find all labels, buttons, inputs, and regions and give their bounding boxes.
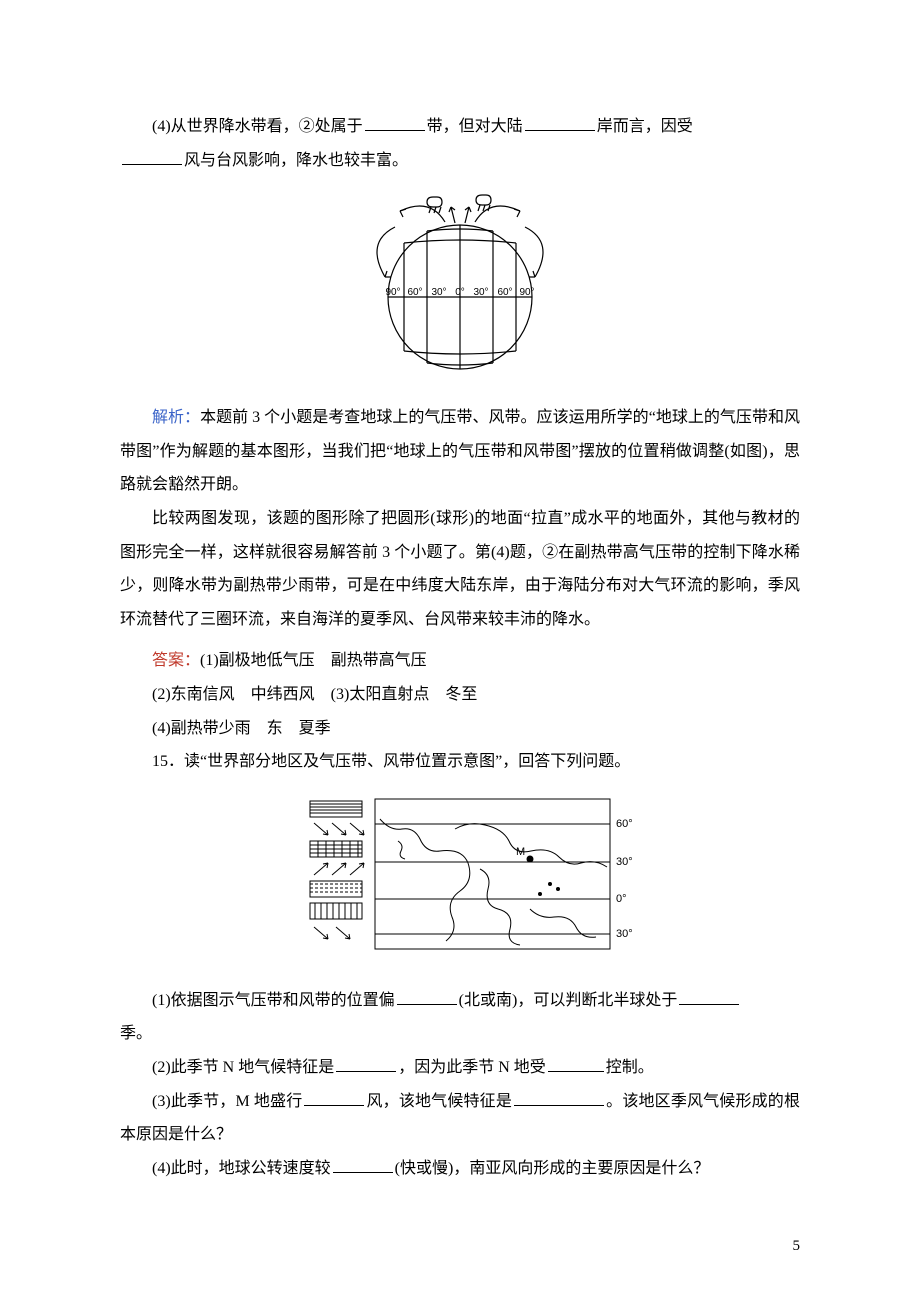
blank xyxy=(304,1089,364,1106)
tick-60e: 60° xyxy=(497,287,512,298)
marker-m-label: M xyxy=(516,846,525,858)
world-map-diagram: 60° 30° 0° 30° M xyxy=(280,789,640,964)
lat-0: 0° xyxy=(616,893,627,905)
lat-60: 60° xyxy=(616,818,633,830)
answer-line-2: (2)东南信风 中纬西风 (3)太阳直射点 冬至 xyxy=(120,678,800,712)
figure-globe-winds: 90° 60° 30° 0° 30° 60° 90° xyxy=(120,187,800,387)
analysis-p1-text: 本题前 3 个小题是考查地球上的气压带、风带。应该运用所学的“地球上的气压带和风… xyxy=(120,409,800,493)
blank xyxy=(336,1055,396,1072)
q15-2b: ，因为此季节 N 地受 xyxy=(398,1059,546,1076)
spacer xyxy=(120,636,800,644)
q15-sub1-tail: 季。 xyxy=(120,1017,800,1051)
question-4: (4)从世界降水带看，②处属于 带，但对大陆 岸而言，因受 风与台风影响，降水也较丰… xyxy=(120,110,800,177)
tick-30w: 30° xyxy=(431,287,446,298)
tick-90w: 90° xyxy=(385,287,400,298)
blank xyxy=(397,988,457,1005)
blank xyxy=(365,114,425,131)
answer-line-1: 答案：(1)副极地低气压 副热带高气压 xyxy=(120,644,800,678)
q15-3b: 风，该地气候特征是 xyxy=(366,1093,512,1110)
q15-stem: 15．读“世界部分地区及气压带、风带位置示意图”，回答下列问题。 xyxy=(120,745,800,779)
blank xyxy=(679,988,739,1005)
answer-label: 答案： xyxy=(152,652,200,669)
q15-1b: (北或南)，可以判断北半球处于 xyxy=(459,992,678,1009)
answer-line-3: (4)副热带少雨 东 夏季 xyxy=(120,712,800,746)
analysis-p1: 解析：本题前 3 个小题是考查地球上的气压带、风带。应该运用所学的“地球上的气压… xyxy=(120,401,800,502)
q4-mid1: 带，但对大陆 xyxy=(427,118,523,135)
analysis-label: 解析： xyxy=(152,409,200,426)
q15-4b: (快或慢)，南亚风向形成的主要原因是什么？ xyxy=(395,1160,710,1177)
globe-diagram: 90° 60° 30° 0° 30° 60° 90° xyxy=(345,187,575,387)
q4-prefix: (4)从世界降水带看，②处属于 xyxy=(152,118,363,135)
q15-4a: (4)此时，地球公转速度较 xyxy=(152,1160,331,1177)
q15-2c: 控制。 xyxy=(606,1059,654,1076)
q15-sub3: (3)此季节，M 地盛行风，该地气候特征是。该地区季风气候形成的根本原因是什么？ xyxy=(120,1085,800,1152)
document-page: (4)从世界降水带看，②处属于 带，但对大陆 岸而言，因受 风与台风影响，降水也较丰… xyxy=(0,0,920,1302)
q4-suffix: 风与台风影响，降水也较丰富。 xyxy=(184,152,408,169)
blank xyxy=(333,1156,393,1173)
q15-3a: (3)此季节，M 地盛行 xyxy=(152,1093,302,1110)
tick-60w: 60° xyxy=(407,287,422,298)
answer-l1: (1)副极地低气压 副热带高气压 xyxy=(200,652,427,669)
q15-sub4: (4)此时，地球公转速度较 (快或慢)，南亚风向形成的主要原因是什么？ xyxy=(120,1152,800,1186)
blank xyxy=(122,148,182,165)
page-number: 5 xyxy=(793,1231,801,1263)
blank xyxy=(548,1055,604,1072)
lat-30s: 30° xyxy=(616,928,633,940)
tick-90e: 90° xyxy=(519,287,534,298)
q15-sub1: (1)依据图示气压带和风带的位置偏 (北或南)，可以判断北半球处于 xyxy=(120,984,800,1018)
blank xyxy=(514,1089,604,1106)
tick-0: 0° xyxy=(455,287,465,298)
q15-1a: (1)依据图示气压带和风带的位置偏 xyxy=(152,992,395,1009)
blank xyxy=(525,114,595,131)
q15-2a: (2)此季节 N 地气候特征是 xyxy=(152,1059,334,1076)
analysis-p2: 比较两图发现，该题的图形除了把圆形(球形)的地面“拉直”成水平的地面外，其他与教… xyxy=(120,502,800,636)
q15-sub2: (2)此季节 N 地气候特征是 ，因为此季节 N 地受 控制。 xyxy=(120,1051,800,1085)
lat-30n: 30° xyxy=(616,856,633,868)
q4-mid2: 岸而言，因受 xyxy=(597,118,693,135)
figure-world-map: 60° 30° 0° 30° M xyxy=(120,789,800,964)
tick-30e: 30° xyxy=(473,287,488,298)
